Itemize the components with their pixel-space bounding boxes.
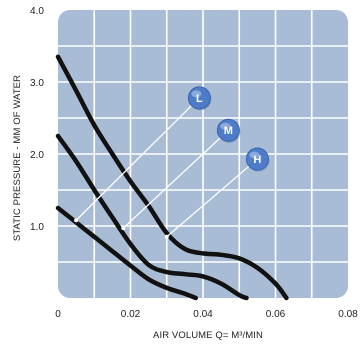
curve-m (55, 133, 249, 301)
y-tick-label: 4.0 (30, 6, 44, 17)
x-tick-label: 0.04 (193, 309, 213, 320)
badge-h (245, 147, 269, 171)
leader-dot-h (164, 234, 169, 239)
badge-layer: L M H (187, 86, 270, 172)
y-tick-label: 1.0 (30, 222, 44, 233)
badge-highlight-m (220, 122, 231, 130)
curve-layer (55, 54, 289, 301)
leader-line-h (166, 158, 258, 238)
y-axis-title: STATIC PRESSURE - MM OF WATER (12, 75, 23, 241)
x-tick-label: 0 (55, 309, 61, 320)
x-axis-title: AIR VOLUME Q= M³/MIN (153, 330, 263, 341)
badge-label-l: L (196, 93, 203, 105)
y-tick-label: 3.0 (30, 78, 44, 89)
y-tick-label: 2.0 (30, 150, 44, 161)
leader-line-l (75, 97, 200, 221)
leader-dot-l (74, 218, 79, 223)
curve-h (55, 54, 289, 301)
leader-layer (74, 97, 258, 239)
badge-highlight-h (249, 151, 260, 159)
tick-layer: 1.0 2.0 3.0 4.0 0 0.02 0.04 0.06 0.08 (30, 6, 358, 320)
leader-line-m (122, 129, 229, 229)
badge-label-h: H (253, 154, 261, 166)
x-tick-label: 0.08 (338, 309, 358, 320)
badge-m (216, 118, 240, 142)
x-tick-label: 0.06 (266, 309, 286, 320)
badge-l (187, 86, 211, 110)
leader-dot-m (121, 226, 126, 231)
badge-highlight-l (191, 90, 202, 98)
x-tick-label: 0.02 (121, 309, 141, 320)
curve-l (55, 205, 199, 301)
badge-label-m: M (224, 125, 233, 137)
